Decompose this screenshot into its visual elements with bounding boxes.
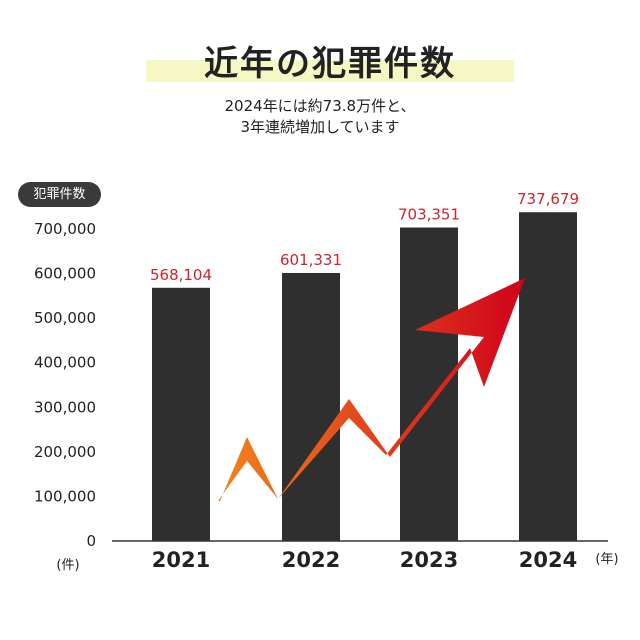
subtitle-line-1: 2024年には約73.8万件と、: [224, 97, 416, 115]
data-label-2022: 601,331: [280, 251, 342, 269]
y-tick-label: 400,000: [34, 354, 96, 372]
y-tick-label: 0: [86, 532, 96, 550]
y-tick-label: 200,000: [34, 443, 96, 461]
bar-2024: [519, 212, 577, 541]
y-tick-label: 100,000: [34, 487, 96, 505]
y-tick-label: 300,000: [34, 398, 96, 416]
data-label-2023: 703,351: [398, 206, 460, 224]
chart-title: 近年の犯罪件数: [204, 44, 456, 84]
title-highlight-band: [146, 60, 514, 82]
bar-2022: [282, 272, 340, 541]
bar-2023: [400, 227, 458, 541]
title-block: 近年の犯罪件数: [146, 36, 514, 88]
data-label-2021: 568,104: [150, 266, 212, 284]
trend-arrow: [178, 278, 525, 501]
data-label-2024: 737,679: [517, 190, 579, 208]
y-axis-label-badge: 犯罪件数: [18, 182, 101, 207]
y-axis-unit-label: (件): [56, 558, 79, 573]
x-tick-label-2024: 2024: [519, 548, 577, 572]
subtitle-line-2: 3年連続増加しています: [240, 118, 400, 136]
x-tick-label-2022: 2022: [282, 548, 340, 572]
bar-2021: [152, 287, 210, 541]
x-axis-unit-label: (年): [595, 552, 618, 567]
chart-subtitle: 2024年には約73.8万件と、 3年連続増加しています: [120, 96, 520, 138]
x-tick-label-2023: 2023: [400, 548, 458, 572]
y-tick-label: 600,000: [34, 265, 96, 283]
y-tick-label: 700,000: [34, 220, 96, 238]
y-tick-label: 500,000: [34, 309, 96, 327]
x-tick-label-2021: 2021: [152, 548, 210, 572]
